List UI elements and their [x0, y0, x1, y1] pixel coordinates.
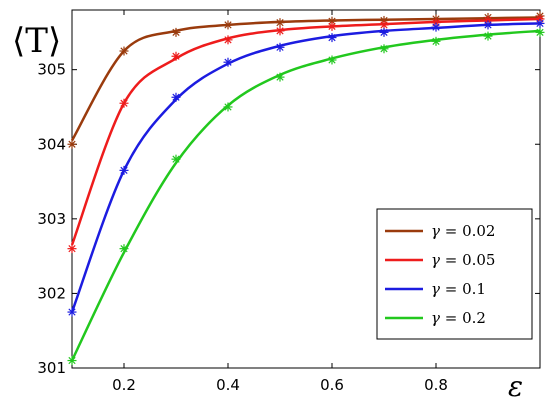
series-marker-3	[431, 36, 441, 46]
x-axis-label: ε	[508, 370, 523, 403]
series-marker-2	[119, 165, 129, 175]
series-marker-0	[171, 27, 181, 37]
y-axis-label: ⟨T⟩	[12, 21, 61, 61]
series-marker-3	[119, 244, 129, 254]
y-tick-label: 305	[37, 61, 66, 79]
series-marker-3	[67, 356, 77, 366]
series-marker-2	[379, 27, 389, 37]
series-marker-0	[275, 18, 285, 28]
series-marker-0	[67, 139, 77, 149]
series-marker-3	[379, 44, 389, 54]
series-marker-1	[67, 244, 77, 254]
series-marker-3	[483, 31, 493, 41]
y-tick-label: 303	[37, 210, 66, 228]
x-tick-label: 0.4	[216, 376, 240, 394]
x-tick-label: 0.6	[320, 376, 344, 394]
series-marker-2	[483, 20, 493, 30]
series-marker-2	[431, 22, 441, 32]
x-tick-label: 0.8	[424, 376, 448, 394]
series-marker-2	[223, 57, 233, 67]
series-marker-3	[327, 55, 337, 65]
series-marker-2	[275, 42, 285, 52]
y-tick-label: 304	[37, 135, 66, 153]
series-marker-3	[171, 154, 181, 164]
axes-frame	[71, 9, 541, 369]
legend: γ = 0.02 γ = 0.05 γ = 0.1 γ = 0.2	[376, 208, 533, 340]
series-marker-2	[171, 92, 181, 102]
series-marker-2	[327, 33, 337, 43]
legend-label-1: γ = 0.05	[431, 251, 495, 269]
legend-label-3: γ = 0.2	[431, 309, 486, 327]
series-marker-1	[327, 21, 337, 31]
series-marker-2	[67, 307, 77, 317]
series-line-2	[70, 22, 541, 313]
series-marker-2	[535, 18, 545, 28]
series-marker-1	[275, 26, 285, 36]
series-marker-1	[119, 98, 129, 108]
series-marker-3	[275, 72, 285, 82]
series-marker-0	[119, 46, 129, 56]
series-line-0	[70, 16, 541, 142]
y-tick-label: 301	[37, 359, 66, 377]
plot-area: 0.2 0.4 0.6 0.8 301 302 303 304 305	[37, 9, 545, 394]
legend-label-0: γ = 0.02	[431, 222, 495, 240]
y-tick-label: 302	[37, 284, 66, 302]
series-line-3	[70, 29, 541, 362]
x-tick-label: 0.2	[112, 376, 136, 394]
series-marker-1	[223, 35, 233, 45]
series-marker-1	[171, 51, 181, 61]
series-marker-3	[535, 27, 545, 37]
series-marker-3	[223, 102, 233, 112]
series-marker-0	[223, 20, 233, 30]
legend-label-2: γ = 0.1	[431, 280, 486, 298]
